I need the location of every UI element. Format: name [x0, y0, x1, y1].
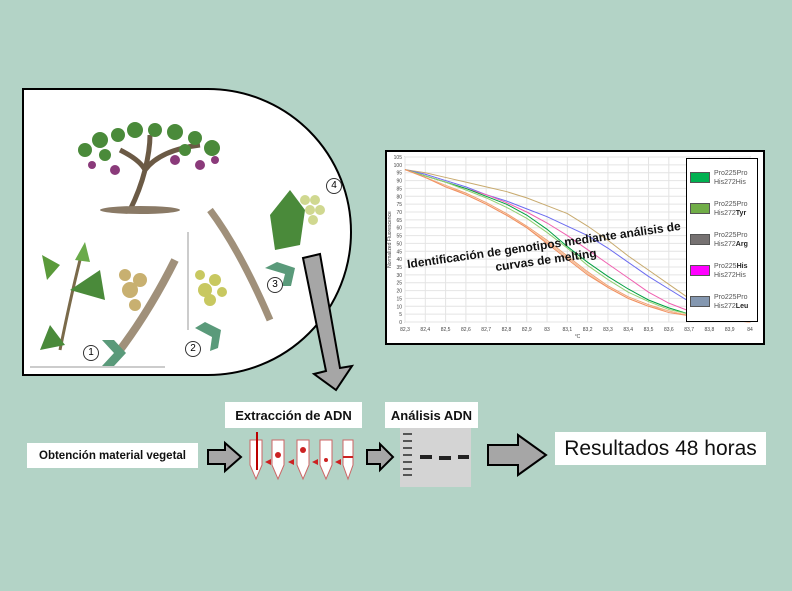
legend-entry: Pro225Pro His272His — [690, 162, 754, 193]
y-tick-label: 80 — [396, 194, 402, 200]
y-tick-label: 30 — [396, 273, 402, 279]
y-tick-label: 45 — [396, 249, 402, 255]
y-tick-label: 40 — [396, 257, 402, 263]
y-tick-label: 5 — [399, 312, 402, 318]
y-tick-label: 100 — [394, 163, 403, 169]
legend-label: Pro225Pro His272Leu — [714, 293, 749, 310]
legend-label: Pro225Pro His272Tyr — [714, 200, 748, 217]
legend-label: Pro225His His272His — [714, 262, 748, 279]
x-tick-label: 83,6 — [664, 327, 674, 333]
x-axis-label: °C — [575, 334, 581, 340]
y-tick-label: 50 — [396, 241, 402, 247]
x-tick-label: 83,4 — [623, 327, 633, 333]
stage-chevrons — [102, 262, 295, 366]
y-tick-label: 105 — [394, 155, 403, 161]
stage-4-grape-cluster-illustration — [270, 190, 325, 250]
x-tick-label: 82,9 — [522, 327, 532, 333]
y-tick-label: 90 — [396, 179, 402, 185]
legend-label: Pro225Pro His272Arg — [714, 231, 748, 248]
legend-entry: Pro225Pro His272Tyr — [690, 193, 754, 224]
y-tick-label: 25 — [396, 281, 402, 287]
y-axis-label: Normalized Fluorescence — [387, 211, 393, 268]
y-tick-label: 75 — [396, 202, 402, 208]
legend-swatch — [690, 203, 710, 214]
grapevine-illustration — [78, 122, 220, 214]
legend-swatch — [690, 172, 710, 183]
y-tick-label: 55 — [396, 234, 402, 240]
x-tick-label: 82,5 — [441, 327, 451, 333]
arrow-right — [207, 440, 243, 474]
x-tick-label: 83,1 — [562, 327, 572, 333]
x-tick-label: 83,2 — [583, 327, 593, 333]
step-dna-extraction: Extracción de ADN — [225, 402, 362, 428]
legend-entry: Pro225Pro His272Arg — [690, 224, 754, 255]
electrophoresis-gel-image — [400, 428, 471, 487]
y-tick-label: 15 — [396, 296, 402, 302]
y-tick-label: 70 — [396, 210, 402, 216]
x-tick-label: 82,4 — [420, 327, 430, 333]
x-tick-label: 84 — [747, 327, 753, 333]
dna-extraction-tubes — [249, 432, 354, 481]
x-tick-label: 83,9 — [725, 327, 735, 333]
stage-4-marker: 4 — [326, 178, 342, 194]
y-tick-label: 95 — [396, 171, 402, 177]
arrow-right — [366, 441, 395, 473]
y-tick-label: 10 — [396, 304, 402, 310]
legend-swatch — [690, 296, 710, 307]
x-tick-label: 83,8 — [705, 327, 715, 333]
stage-1-marker: 1 — [83, 345, 99, 361]
arrow-down-to-extraction — [301, 252, 355, 392]
stage-1-budburst-illustration — [40, 242, 179, 353]
arrow-right-large — [487, 433, 548, 477]
stage-3-marker: 3 — [267, 277, 283, 293]
y-tick-label: 20 — [396, 289, 402, 295]
y-tick-label: 60 — [396, 226, 402, 232]
x-tick-label: 83,7 — [684, 327, 694, 333]
x-tick-label: 83 — [544, 327, 550, 333]
x-tick-label: 82,6 — [461, 327, 471, 333]
y-tick-label: 85 — [396, 186, 402, 192]
legend-swatch — [690, 265, 710, 276]
x-tick-label: 82,7 — [481, 327, 491, 333]
x-tick-label: 83,3 — [603, 327, 613, 333]
stage-2-3-flowering-illustration — [195, 207, 274, 322]
chart-legend: Pro225Pro His272His Pro225Pro His272Tyr Pro2… — [686, 158, 758, 322]
legend-label: Pro225Pro His272His — [714, 169, 748, 186]
legend-swatch — [690, 234, 710, 245]
step-dna-analysis: Análisis ADN — [385, 402, 478, 428]
step-results: Resultados 48 horas — [555, 432, 766, 465]
x-tick-label: 82,8 — [502, 327, 512, 333]
legend-entry: Pro225His His272His — [690, 255, 754, 286]
legend-entry: Pro225Pro His272Leu — [690, 286, 754, 317]
step-obtain-plant-material: Obtención material vegetal — [27, 443, 198, 468]
x-tick-label: 82,3 — [400, 327, 410, 333]
stage-2-marker: 2 — [185, 341, 201, 357]
y-tick-label: 35 — [396, 265, 402, 271]
x-tick-label: 83,5 — [644, 327, 654, 333]
y-tick-label: 65 — [396, 218, 402, 224]
y-tick-label: 0 — [399, 320, 402, 326]
